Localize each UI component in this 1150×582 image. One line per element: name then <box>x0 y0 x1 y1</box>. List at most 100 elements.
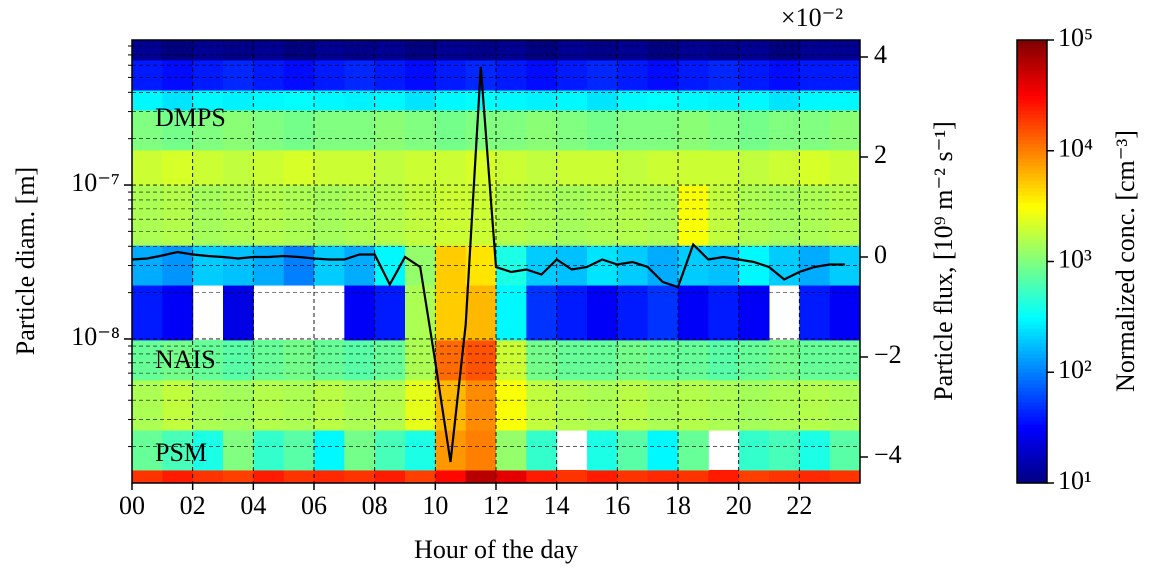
colorbar-swatch <box>1017 316 1047 322</box>
heat-cell <box>799 185 831 246</box>
heat-cell <box>526 110 558 151</box>
heat-cell <box>162 430 194 471</box>
colorbar-swatch <box>1017 327 1047 333</box>
heat-cell <box>829 339 861 381</box>
colorbar-swatch <box>1017 128 1047 133</box>
heat-cell <box>253 430 285 471</box>
heat-cell <box>829 90 861 111</box>
heat-cell <box>829 110 861 151</box>
heat-cell <box>678 285 709 341</box>
colorbar-swatch <box>1017 446 1047 451</box>
heat-cell <box>617 430 649 471</box>
heat-cell <box>435 149 467 186</box>
colorbar-swatch <box>1017 40 1047 45</box>
heat-cell <box>708 285 740 341</box>
heat-cell <box>587 59 618 91</box>
heat-cell <box>708 185 740 246</box>
heat-cell <box>162 185 194 246</box>
heat-cell <box>829 40 861 61</box>
heat-cell <box>769 90 800 111</box>
heat-cell <box>223 59 254 91</box>
colorbar-swatch <box>1017 479 1047 484</box>
colorbar-swatch <box>1017 224 1047 229</box>
heat-cell <box>374 430 406 471</box>
colorbar-swatch <box>1017 213 1047 218</box>
heat-cell <box>647 430 679 471</box>
heat-cell <box>769 110 800 151</box>
heat-cell <box>253 149 285 186</box>
heat-cell <box>556 379 588 431</box>
colorbar-swatch <box>1017 409 1047 414</box>
colorbar-swatch <box>1017 405 1047 410</box>
heat-cell <box>556 40 588 61</box>
heat-cell <box>496 379 527 431</box>
heat-cell <box>617 285 649 341</box>
heat-cell <box>647 90 679 111</box>
heat-cell <box>344 149 376 186</box>
colorbar-swatch <box>1017 117 1047 122</box>
heat-cell <box>738 40 770 61</box>
heat-cell <box>678 40 709 61</box>
heat-cell <box>132 185 163 246</box>
heat-cell <box>799 379 831 431</box>
heat-cell <box>678 379 709 431</box>
colorbar-tick-label: 10⁵ <box>1058 23 1093 52</box>
heatmap <box>132 40 861 484</box>
heat-cell <box>799 90 831 111</box>
heat-cell <box>192 469 224 484</box>
colorbar-swatch <box>1017 331 1047 336</box>
heat-cell <box>344 110 376 151</box>
heat-cell <box>738 285 770 341</box>
heat-cell <box>132 59 163 91</box>
heat-cell <box>253 469 285 484</box>
heat-cell <box>708 379 740 431</box>
colorbar-swatch <box>1017 187 1047 192</box>
colorbar-swatch <box>1017 398 1047 403</box>
heat-cell <box>647 40 679 61</box>
heat-cell <box>162 469 194 484</box>
heat-cell <box>647 59 679 91</box>
heat-cell <box>314 185 345 246</box>
colorbar-swatch <box>1017 139 1047 144</box>
heat-cell <box>556 90 588 111</box>
colorbar-swatch <box>1017 183 1047 189</box>
heat-cell <box>829 430 861 471</box>
colorbar-swatch <box>1017 427 1047 432</box>
heat-cell <box>617 339 649 381</box>
plot-frame <box>131 39 861 484</box>
colorbar-swatch <box>1017 435 1047 440</box>
heat-cell <box>617 149 649 186</box>
colorbar-swatch <box>1017 95 1047 100</box>
heat-cell <box>647 110 679 151</box>
x-tick-label: 12 <box>483 491 509 520</box>
heat-cell <box>496 110 527 151</box>
heat-cell <box>435 185 467 246</box>
heat-cell <box>192 185 224 246</box>
heat-cell <box>405 90 436 111</box>
heat-cell <box>162 285 194 341</box>
heat-cell <box>496 185 527 246</box>
y2-tick-label: 0 <box>874 240 887 269</box>
heat-cell <box>374 59 406 91</box>
colorbar-swatch <box>1017 209 1047 215</box>
heat-cell <box>314 90 345 111</box>
colorbar-swatch <box>1017 276 1047 281</box>
colorbar-swatch <box>1017 250 1047 255</box>
colorbar-swatch <box>1017 416 1047 421</box>
colorbar-swatch <box>1017 257 1047 263</box>
y2-tick-label: 2 <box>874 140 887 169</box>
heat-cell <box>738 185 770 246</box>
heat-cell <box>465 90 497 111</box>
heat-cell <box>526 469 558 484</box>
heat-cell <box>132 430 163 471</box>
heat-cell <box>587 185 618 246</box>
heat-cell <box>617 185 649 246</box>
heat-cell <box>374 90 406 111</box>
heat-cell <box>344 185 376 246</box>
heat-cell <box>769 185 800 246</box>
heat-cell <box>465 379 497 431</box>
x-tick-label: 04 <box>240 491 266 520</box>
heat-cell <box>344 339 376 381</box>
colorbar-swatch <box>1017 43 1047 48</box>
